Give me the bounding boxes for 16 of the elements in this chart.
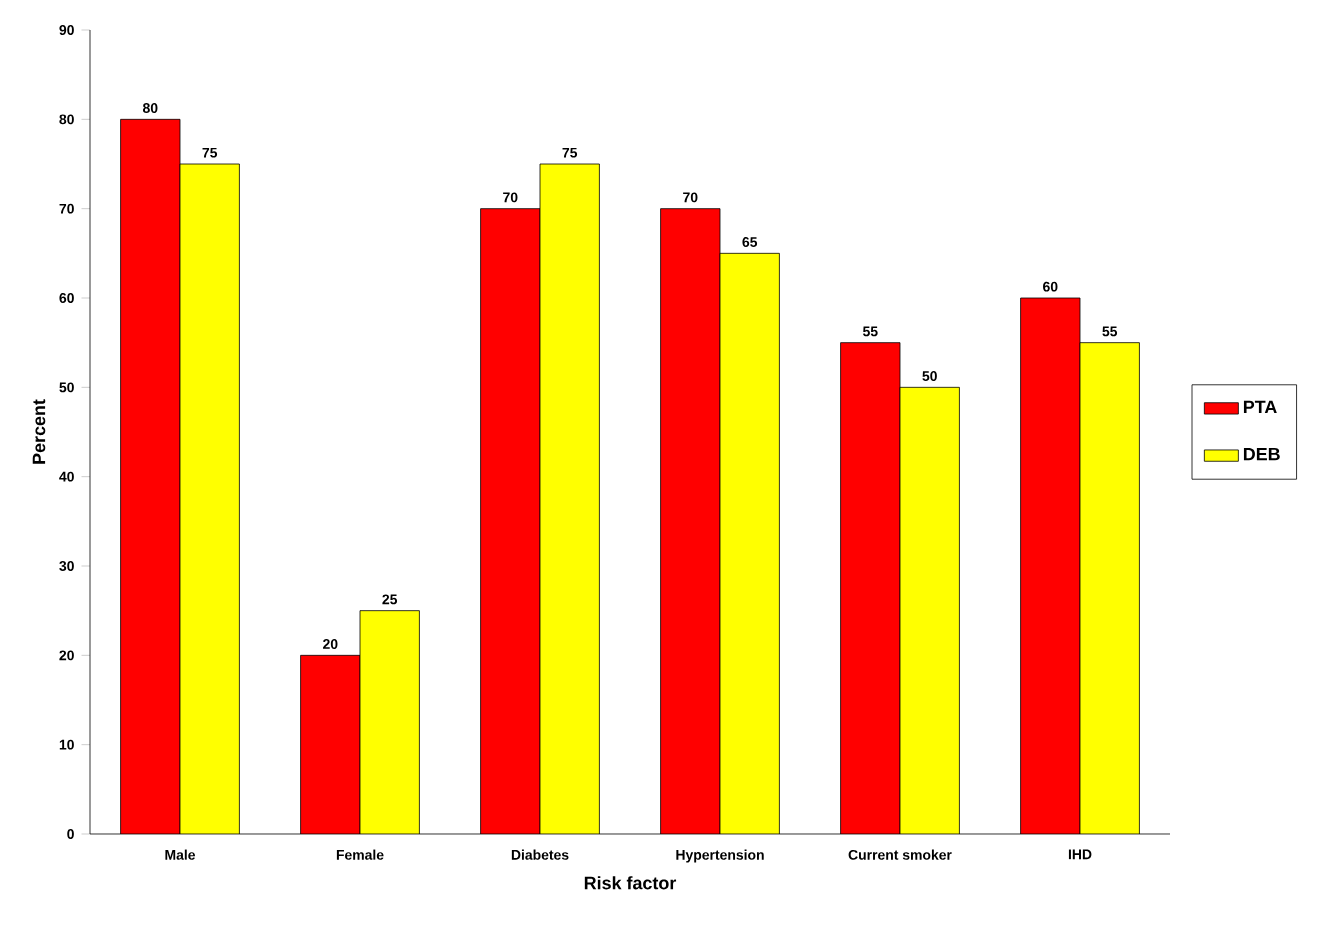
bar	[660, 208, 720, 834]
bar	[480, 208, 540, 834]
bar	[1079, 342, 1140, 834]
bar	[300, 655, 360, 834]
x-axis-title: Risk factor	[584, 876, 677, 890]
y-axis-title: Percent	[32, 399, 46, 464]
bar	[1020, 297, 1081, 834]
bar	[900, 387, 960, 834]
bar	[720, 253, 780, 834]
bar	[120, 119, 180, 834]
bar	[360, 610, 420, 834]
legend-label: DEB	[1243, 447, 1280, 461]
bar	[840, 342, 900, 834]
legend-label: PTA	[1243, 400, 1277, 414]
bar	[540, 164, 600, 834]
bar	[180, 164, 240, 834]
